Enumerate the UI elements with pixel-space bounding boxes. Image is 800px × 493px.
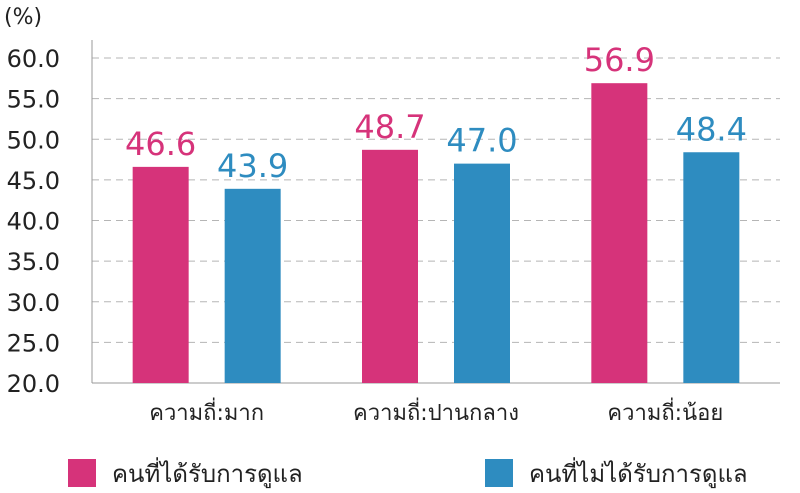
bar-not-cared [454,163,510,383]
category-label: ความถี่:ปานกลาง [353,397,519,426]
category-labels: ความถี่:มาก ความถี่:ปานกลาง ความถี่:น้อย [149,397,723,426]
y-tick-label: 35.0 [7,248,60,276]
data-label: 48.7 [354,108,425,146]
data-label: 48.4 [676,110,747,148]
bar-not-cared [224,188,281,383]
y-axis-unit: (%) [4,5,42,30]
category-label: ความถี่:มาก [149,397,264,426]
y-tick-label: 60.0 [7,45,60,73]
legend: คนที่ได้รับการดูแล คนที่ไม่ได้รับการดูแล [68,457,748,489]
y-tick-label: 50.0 [7,126,60,154]
data-labels: 46.6 43.9 48.7 47.0 56.9 48.4 [125,41,747,185]
legend-label: คนที่ได้รับการดูแล [112,457,303,489]
y-tick-label: 30.0 [7,289,60,317]
bar-cared [591,83,648,383]
y-tick-label: 20.0 [7,370,60,398]
data-label: 43.9 [217,147,288,185]
legend-swatch [68,459,96,487]
data-label: 56.9 [584,41,655,79]
bar-cared [132,166,189,383]
bar-not-cared [683,152,740,383]
y-tick-label: 25.0 [7,329,60,357]
y-tick-label: 45.0 [7,167,60,195]
category-label: ความถี่:น้อย [607,397,723,426]
grid-lines [92,57,780,343]
y-tick-label: 40.0 [7,208,60,236]
y-tick-label: 55.0 [7,86,60,114]
data-label: 46.6 [125,125,196,163]
legend-label: คนที่ไม่ได้รับการดูแล [529,457,748,489]
y-axis-ticks: 20.0 25.0 30.0 35.0 40.0 45.0 50.0 55.0 60.0 [7,45,60,398]
bars [132,83,740,383]
legend-swatch [485,459,513,487]
bar-cared [362,149,418,383]
data-label: 47.0 [446,122,517,160]
